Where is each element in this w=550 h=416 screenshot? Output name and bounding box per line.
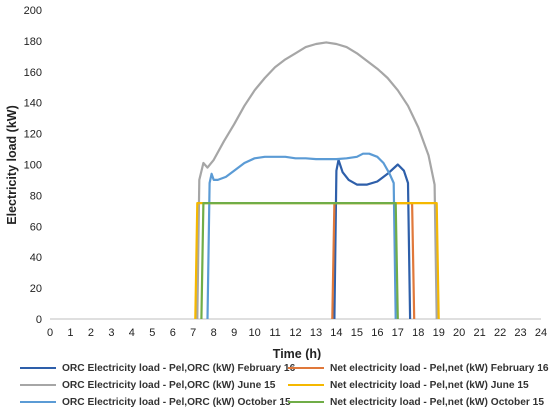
y-tick-label: 140 xyxy=(24,98,42,110)
legend-item: Net electricity load - Pel,net (kW) Octo… xyxy=(288,394,544,410)
y-tick-label: 40 xyxy=(30,252,42,264)
legend-item: ORC Electricity load - Pel,ORC (kW) Octo… xyxy=(20,394,291,410)
series-line xyxy=(331,202,416,320)
x-tick-label: 12 xyxy=(289,327,301,339)
x-tick-label: 24 xyxy=(535,327,547,339)
y-tick-label: 180 xyxy=(24,36,42,48)
x-tick-label: 4 xyxy=(129,327,135,339)
line-chart: Electricity load (kW) Time (h) 020406080… xyxy=(5,5,547,360)
x-tick-label: 11 xyxy=(269,327,280,339)
y-tick-label: 80 xyxy=(30,190,42,202)
x-tick-label: 7 xyxy=(190,327,196,339)
legend-swatch xyxy=(20,367,56,369)
x-tick-label: 6 xyxy=(170,327,176,339)
x-tick-label: 0 xyxy=(47,327,53,339)
y-tick-label: 100 xyxy=(24,160,42,172)
x-tick-label: 3 xyxy=(108,327,114,339)
x-tick-label: 21 xyxy=(474,327,486,339)
legend-item: ORC Electricity load - Pel,ORC (kW) June… xyxy=(20,377,275,393)
y-axis-title: Electricity load (kW) xyxy=(5,105,19,224)
legend-swatch xyxy=(20,401,56,403)
series-line xyxy=(194,202,440,320)
legend-label: Net electricity load - Pel,net (kW) June… xyxy=(330,379,529,391)
y-tick-label: 60 xyxy=(30,221,42,233)
x-tick-label: 5 xyxy=(149,327,155,339)
x-tick-label: 10 xyxy=(248,327,260,339)
legend-label: Net electricity load - Pel,net (kW) Octo… xyxy=(330,396,544,408)
legend-swatch xyxy=(288,384,324,386)
y-axis-label: Electricity load (kW) xyxy=(5,105,19,224)
series-line xyxy=(333,158,412,320)
x-axis-label: Time (h) xyxy=(273,347,321,360)
y-tick-label: 120 xyxy=(24,129,42,141)
legend-label: Net electricity load - Pel,net (kW) Febr… xyxy=(330,362,549,374)
x-tick-label: 2 xyxy=(88,327,94,339)
y-tick-label: 160 xyxy=(24,67,42,79)
y-tick-label: 20 xyxy=(30,283,42,295)
x-tick-label: 14 xyxy=(330,327,342,339)
x-tick-label: 8 xyxy=(211,327,217,339)
x-tick-label: 19 xyxy=(433,327,445,339)
legend-item: Net electricity load - Pel,net (kW) Febr… xyxy=(288,360,549,376)
x-tick-label: 1 xyxy=(67,327,73,339)
x-tick-label: 17 xyxy=(392,327,404,339)
series-line xyxy=(200,202,399,320)
y-tick-label: 0 xyxy=(36,314,42,326)
x-axis-ticks: 0 1 2 3 4 5 6 7 8 9 10 11 12 13 14 15 16 17 18 19 20 21 22 23 24 xyxy=(47,327,547,339)
legend-label: ORC Electricity load - Pel,ORC (kW) June… xyxy=(62,379,276,391)
legend-swatch xyxy=(288,367,324,369)
legend-swatch xyxy=(20,384,56,386)
x-tick-label: 20 xyxy=(453,327,465,339)
legend-label: ORC Electricity load - Pel,ORC (kW) Octo… xyxy=(62,396,291,408)
x-tick-label: 15 xyxy=(351,327,363,339)
x-tick-label: 23 xyxy=(514,327,526,339)
x-tick-label: 16 xyxy=(371,327,383,339)
x-tick-label: 13 xyxy=(310,327,322,339)
legend-swatch xyxy=(288,401,324,403)
x-tick-label: 18 xyxy=(412,327,424,339)
x-tick-label: 22 xyxy=(494,327,506,339)
legend-item: ORC Electricity load - Pel,ORC (kW) Febr… xyxy=(20,360,295,376)
y-axis-ticks: 0 20 40 60 80 100 120 140 160 180 200 xyxy=(24,5,42,326)
legend-label: ORC Electricity load - Pel,ORC (kW) Febr… xyxy=(62,362,296,374)
y-tick-label: 200 xyxy=(24,5,42,17)
legend: ORC Electricity load - Pel,ORC (kW) Febr… xyxy=(20,360,549,414)
x-tick-label: 9 xyxy=(231,327,237,339)
series-line xyxy=(206,152,397,320)
plot-area xyxy=(194,41,440,320)
series-line xyxy=(196,41,438,320)
legend-item: Net electricity load - Pel,net (kW) June… xyxy=(288,377,529,393)
